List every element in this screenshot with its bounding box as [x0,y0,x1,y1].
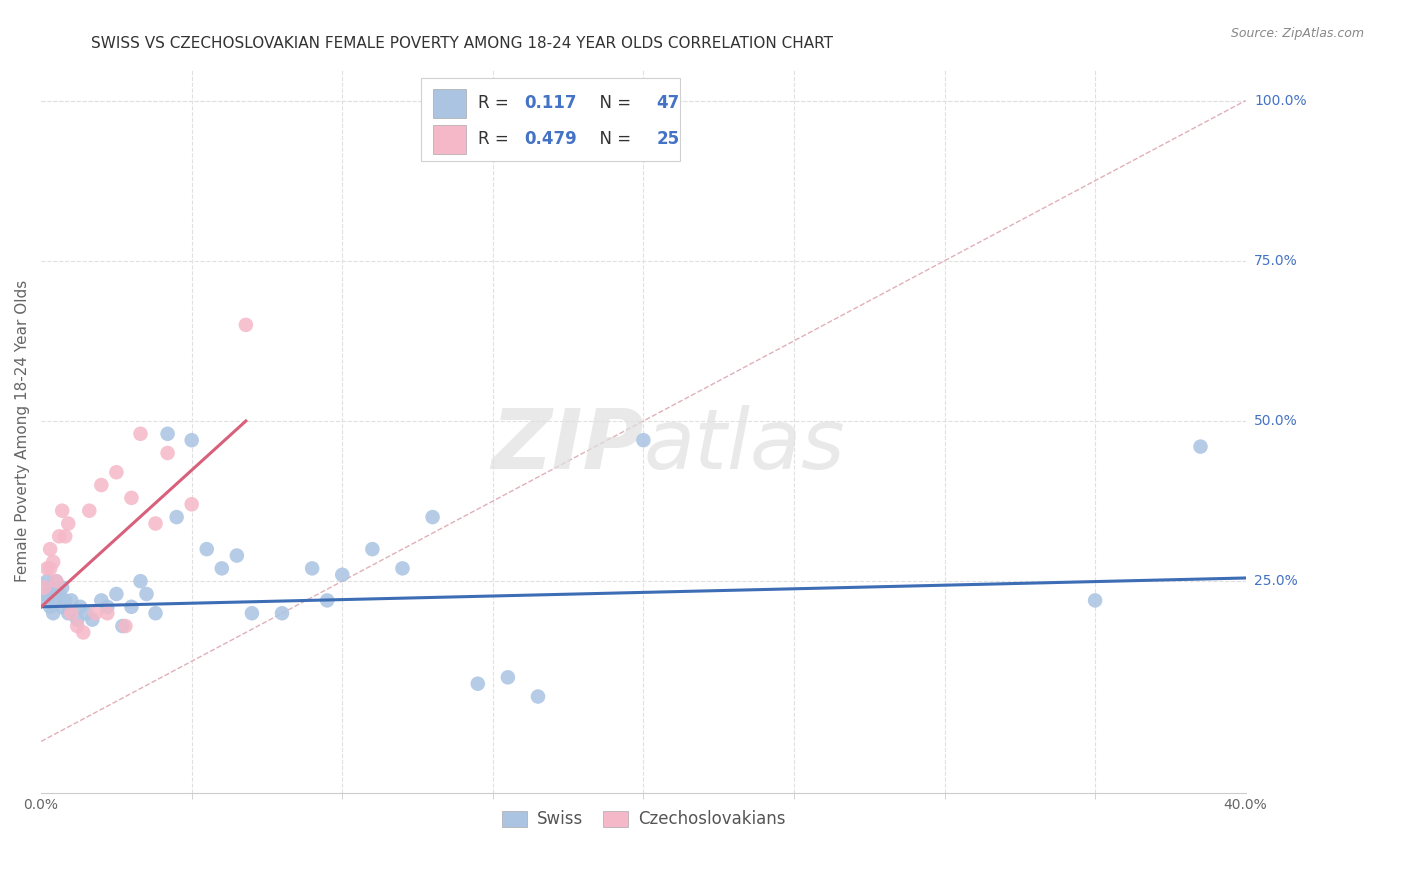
Point [66,619,89,633]
Point [361,542,384,557]
Point [82,613,104,627]
Text: 0.479: 0.479 [524,130,576,148]
Text: 25.0%: 25.0% [1254,574,1298,588]
Text: SWISS VS CZECHOSLOVAKIAN FEMALE POVERTY AMONG 18-24 YEAR OLDS CORRELATION CHART: SWISS VS CZECHOSLOVAKIAN FEMALE POVERTY … [91,36,834,51]
Point [156,446,179,460]
Point [60,593,83,607]
Point [330,567,353,582]
Bar [433,89,467,118]
Point [84,606,107,620]
Point [37,561,59,575]
Point [32,587,55,601]
Point [156,426,179,441]
Point [39,561,62,575]
Point [39,581,62,595]
Y-axis label: Female Poverty Among 18-24 Year Olds: Female Poverty Among 18-24 Year Olds [15,279,30,582]
Legend: Swiss, Czechoslovakians: Swiss, Czechoslovakians [495,804,792,835]
Point [96,606,118,620]
Point [633,433,655,447]
Point [422,510,444,524]
Point [53,593,76,607]
Text: 0.117: 0.117 [524,95,576,112]
Point [129,426,152,441]
Point [135,587,157,601]
Point [316,593,339,607]
Point [120,599,142,614]
Point [42,587,65,601]
Point [48,529,70,543]
Point [69,599,91,614]
Point [467,676,489,690]
Point [105,465,128,479]
Point [391,561,413,575]
Point [39,599,62,614]
Point [39,542,62,557]
Point [42,555,65,569]
Bar [433,125,467,154]
Text: 47: 47 [657,95,681,112]
Point [90,593,112,607]
Point [79,504,101,518]
Point [195,542,218,557]
Point [271,606,294,620]
Point [145,516,167,531]
Text: 50.0%: 50.0% [1254,414,1298,428]
Text: ZIP: ZIP [491,405,644,485]
Point [48,587,70,601]
Point [58,516,80,531]
Point [60,606,83,620]
Point [45,574,67,589]
Point [90,478,112,492]
Text: atlas: atlas [644,405,845,485]
Point [111,619,134,633]
Text: N =: N = [589,130,637,148]
Point [37,574,59,589]
Text: 75.0%: 75.0% [1254,253,1298,268]
Point [51,504,73,518]
Text: 25: 25 [657,130,679,148]
Point [75,606,97,620]
Point [120,491,142,505]
Point [1189,440,1212,454]
Text: R =: R = [478,95,515,112]
Point [211,561,233,575]
Point [51,581,73,595]
Point [66,613,89,627]
Point [96,599,118,614]
Point [45,574,67,589]
Point [105,587,128,601]
Point [53,529,76,543]
Point [72,625,94,640]
Text: 100.0%: 100.0% [1254,94,1306,108]
Point [496,670,519,684]
FancyBboxPatch shape [420,78,679,161]
Text: Source: ZipAtlas.com: Source: ZipAtlas.com [1230,27,1364,40]
Point [51,599,73,614]
Text: N =: N = [589,95,637,112]
Point [301,561,323,575]
Point [145,606,167,620]
Point [129,574,152,589]
Point [32,581,55,595]
Point [225,549,247,563]
Point [45,593,67,607]
Point [42,606,65,620]
Point [235,318,257,332]
Text: R =: R = [478,130,515,148]
Point [527,690,550,704]
Point [166,510,188,524]
Point [240,606,263,620]
Point [37,593,59,607]
Point [114,619,136,633]
Point [58,606,80,620]
Point [180,497,202,511]
Point [180,433,202,447]
Point [1084,593,1107,607]
